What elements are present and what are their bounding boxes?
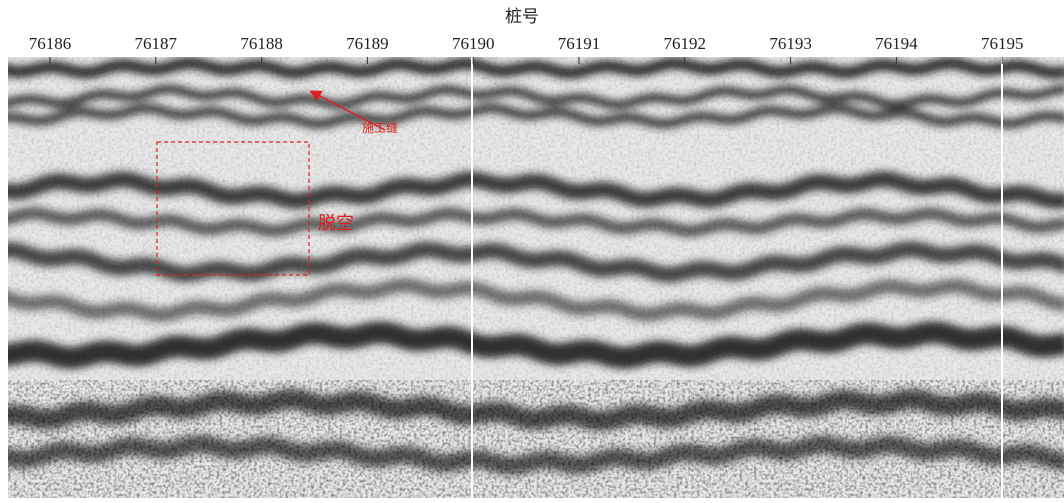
joint-arrow <box>309 90 386 131</box>
axis-title: 桩号 <box>505 7 539 26</box>
tick-label: 76193 <box>769 34 812 53</box>
tick-label: 76192 <box>664 34 707 53</box>
tick-label: 76195 <box>981 34 1024 53</box>
tick-label: 76188 <box>240 34 283 53</box>
tick-label: 76191 <box>558 34 601 53</box>
tick-label: 76189 <box>346 34 389 53</box>
void-label: 脱空 <box>318 213 354 233</box>
tick-label: 76194 <box>875 34 918 53</box>
joint-label: 施工缝 <box>362 120 398 135</box>
radar-image <box>8 57 1064 498</box>
tick-label: 76186 <box>29 34 72 53</box>
tick-label: 76187 <box>135 34 178 53</box>
noise <box>8 57 1064 498</box>
tick-label: 76190 <box>452 34 495 53</box>
void-box <box>156 141 310 276</box>
